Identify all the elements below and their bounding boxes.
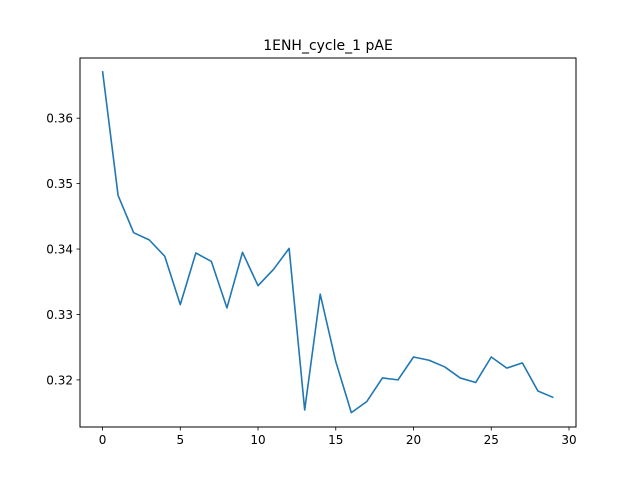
- x-tick-label: 5: [176, 433, 184, 447]
- x-tick-label: 25: [484, 433, 499, 447]
- y-tick-label: 0.32: [46, 373, 73, 387]
- x-tick-label: 30: [561, 433, 576, 447]
- y-tick-label: 0.34: [46, 243, 73, 257]
- chart-title: 1ENH_cycle_1 pAE: [263, 38, 393, 54]
- y-tick-label: 0.36: [46, 112, 73, 126]
- x-tick-label: 20: [406, 433, 421, 447]
- x-tick-label: 15: [328, 433, 343, 447]
- x-tick-label: 0: [99, 433, 107, 447]
- axis-ticks: 0 5 10 15 20 25 30 0.32 0.33 0.34 0.35 0.36: [46, 112, 576, 447]
- y-tick-label: 0.33: [46, 308, 73, 322]
- series-line: [101, 70, 554, 414]
- y-tick-label: 0.35: [46, 177, 73, 191]
- x-tick-label: 10: [250, 433, 265, 447]
- plot-frame: [79, 57, 577, 428]
- series-layer: [101, 70, 554, 414]
